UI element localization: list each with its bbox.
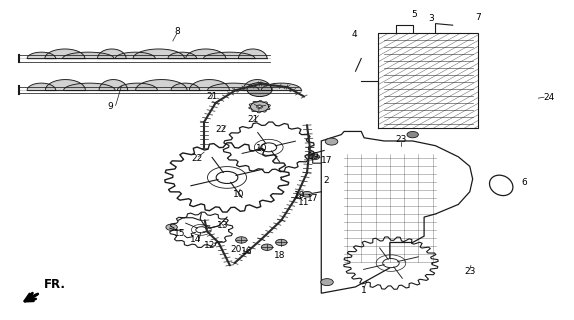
- Text: 2: 2: [323, 176, 329, 185]
- Text: 12: 12: [204, 241, 216, 250]
- Text: 9: 9: [107, 101, 113, 111]
- Circle shape: [166, 224, 177, 230]
- Text: 17: 17: [321, 156, 333, 164]
- Text: 1: 1: [361, 285, 367, 295]
- Text: 3: 3: [428, 14, 434, 23]
- Circle shape: [407, 132, 418, 138]
- Text: 15: 15: [174, 229, 185, 238]
- Text: 21: 21: [247, 115, 258, 124]
- Circle shape: [261, 244, 273, 251]
- Circle shape: [325, 138, 338, 145]
- Text: 20: 20: [230, 245, 241, 254]
- Text: 23: 23: [464, 267, 475, 276]
- Text: 7: 7: [475, 13, 481, 22]
- Text: 19: 19: [294, 191, 305, 200]
- Circle shape: [383, 259, 399, 268]
- Text: 10: 10: [255, 144, 267, 153]
- Text: 19: 19: [308, 152, 320, 161]
- Text: 6: 6: [521, 178, 527, 187]
- Circle shape: [321, 279, 333, 286]
- Text: 8: 8: [174, 27, 180, 36]
- Circle shape: [247, 83, 272, 97]
- Circle shape: [276, 239, 287, 246]
- Circle shape: [261, 143, 277, 152]
- Text: 21: 21: [206, 92, 218, 101]
- Text: 16: 16: [241, 247, 253, 257]
- Text: 10: 10: [232, 190, 244, 199]
- Circle shape: [302, 191, 312, 197]
- Text: 14: 14: [190, 236, 201, 244]
- Text: 17: 17: [307, 194, 319, 203]
- Text: 4: 4: [352, 30, 357, 39]
- Circle shape: [235, 237, 247, 243]
- Text: 22: 22: [216, 125, 227, 134]
- Text: 5: 5: [411, 10, 417, 19]
- Circle shape: [309, 154, 320, 160]
- Circle shape: [258, 106, 261, 108]
- Text: 11: 11: [298, 198, 310, 207]
- Text: 23: 23: [395, 135, 407, 144]
- Text: FR.: FR.: [44, 278, 66, 291]
- Circle shape: [250, 102, 269, 112]
- Text: 22: 22: [191, 154, 203, 163]
- Circle shape: [216, 172, 238, 183]
- Circle shape: [196, 227, 207, 233]
- Text: 13: 13: [218, 220, 229, 229]
- Text: 18: 18: [274, 251, 285, 260]
- Text: 24: 24: [543, 93, 554, 102]
